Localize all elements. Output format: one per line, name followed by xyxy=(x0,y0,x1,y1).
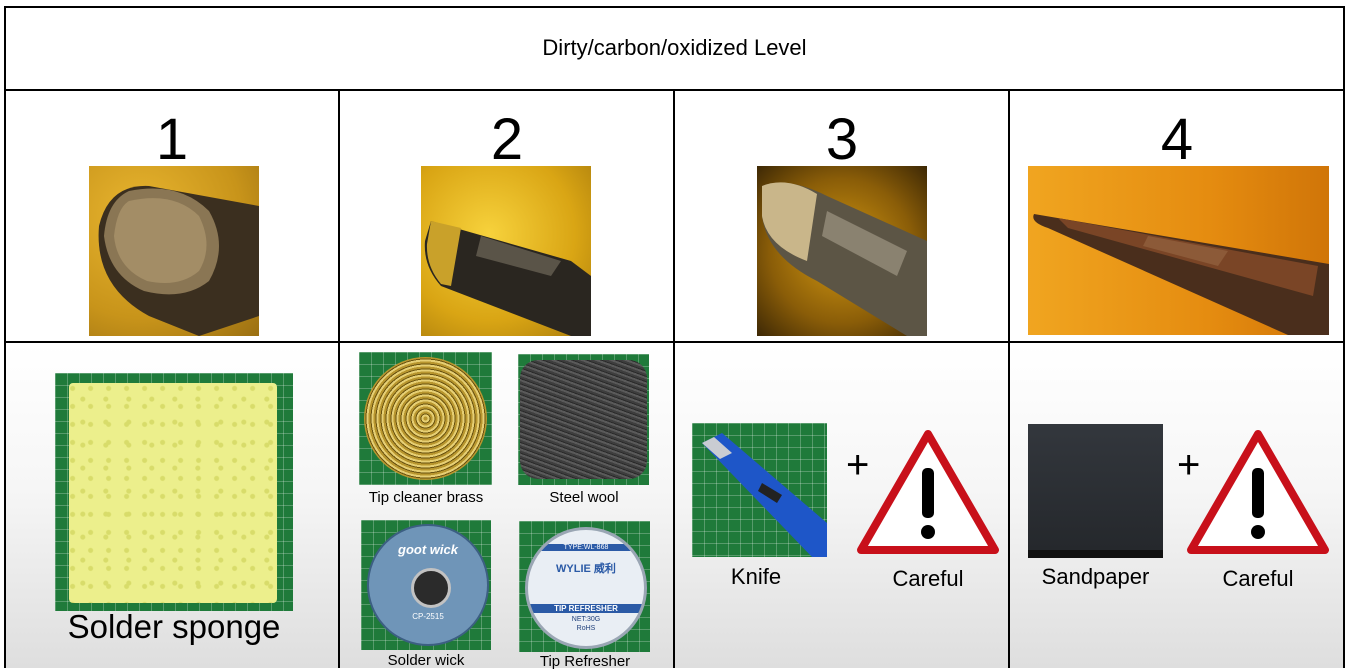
solder-sponge-photo xyxy=(55,373,293,611)
tip-photo-level-4 xyxy=(1028,166,1329,335)
sandpaper-photo xyxy=(1028,424,1163,558)
warning-icon xyxy=(1187,430,1329,554)
level-number-3: 3 xyxy=(825,107,859,172)
tip-photo-level-2 xyxy=(421,166,591,336)
sandpaper-label: Sandpaper xyxy=(1041,564,1150,589)
tip-cleaner-brass-photo xyxy=(359,352,492,485)
level-number-4: 4 xyxy=(1160,107,1194,172)
tip-cleaner-brass-label: Tip cleaner brass xyxy=(368,489,484,506)
tip-refresher-name-text: TIP REFRESHER xyxy=(528,604,644,613)
tip-refresher-net-text: NET:30G xyxy=(571,616,601,623)
tip-refresher-photo: TYPE:WL-868 WYLIE 威利 TIP REFRESHER NET:3… xyxy=(519,521,650,652)
careful-label-level-3: Careful xyxy=(892,566,964,591)
knife-photo xyxy=(692,423,827,557)
level-number-1: 1 xyxy=(155,107,189,172)
knife-label: Knife xyxy=(730,564,782,589)
solder-wick-brand-text: goot wick xyxy=(398,542,458,557)
careful-label-level-4: Careful xyxy=(1222,566,1294,591)
plus-sign-level-3: + xyxy=(846,443,870,487)
plus-sign-level-4: + xyxy=(1177,443,1201,487)
steel-wool-label: Steel wool xyxy=(549,489,619,506)
tip-photo-level-1 xyxy=(89,166,259,336)
tip-refresher-type-text: TYPE:WL-868 xyxy=(528,544,644,551)
steel-wool-photo xyxy=(518,354,649,485)
level-number-2: 2 xyxy=(490,107,524,172)
solder-wick-photo: goot wick CP-2515 xyxy=(361,520,491,650)
tip-photo-level-3 xyxy=(757,166,927,336)
solder-wick-label: Solder wick xyxy=(387,652,465,669)
warning-icon xyxy=(857,430,999,554)
solder-wick-model-text: CP-2515 xyxy=(412,612,444,621)
solder-sponge-label: Solder sponge xyxy=(67,608,281,645)
table-title: Dirty/carbon/oxidized Level xyxy=(542,35,807,60)
tip-refresher-rohs-text: RoHS xyxy=(576,625,596,632)
tip-refresher-brand-text: WYLIE 威利 xyxy=(556,563,616,575)
tip-refresher-label: Tip Refresher xyxy=(539,653,631,670)
